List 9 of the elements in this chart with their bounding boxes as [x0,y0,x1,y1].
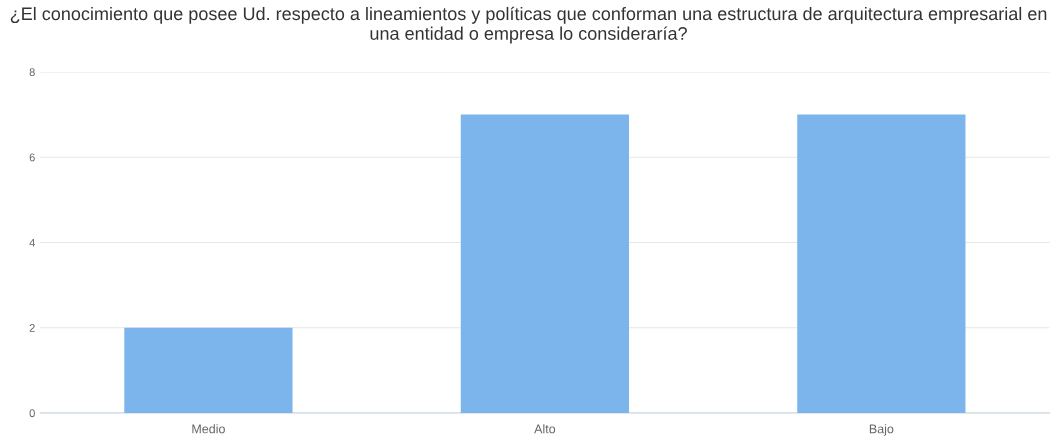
x-tick-label: Medio [192,424,225,434]
x-tick-label: Bajo [869,424,894,436]
y-tick-label: 4 [29,238,35,247]
x-tick-label: Alto [534,424,556,434]
chart-title: ¿El conocimiento que posee Ud. respecto a lineamientos y políticas que conforman una estructura de arquitectura empresarial en una entidad o empresa lo consideraría? [10,6,1047,44]
y-tick-label: 0 [29,409,35,418]
y-tick-label: 6 [29,153,35,162]
y-tick-label: 2 [29,324,35,332]
y-tick-label: 8 [29,68,35,77]
